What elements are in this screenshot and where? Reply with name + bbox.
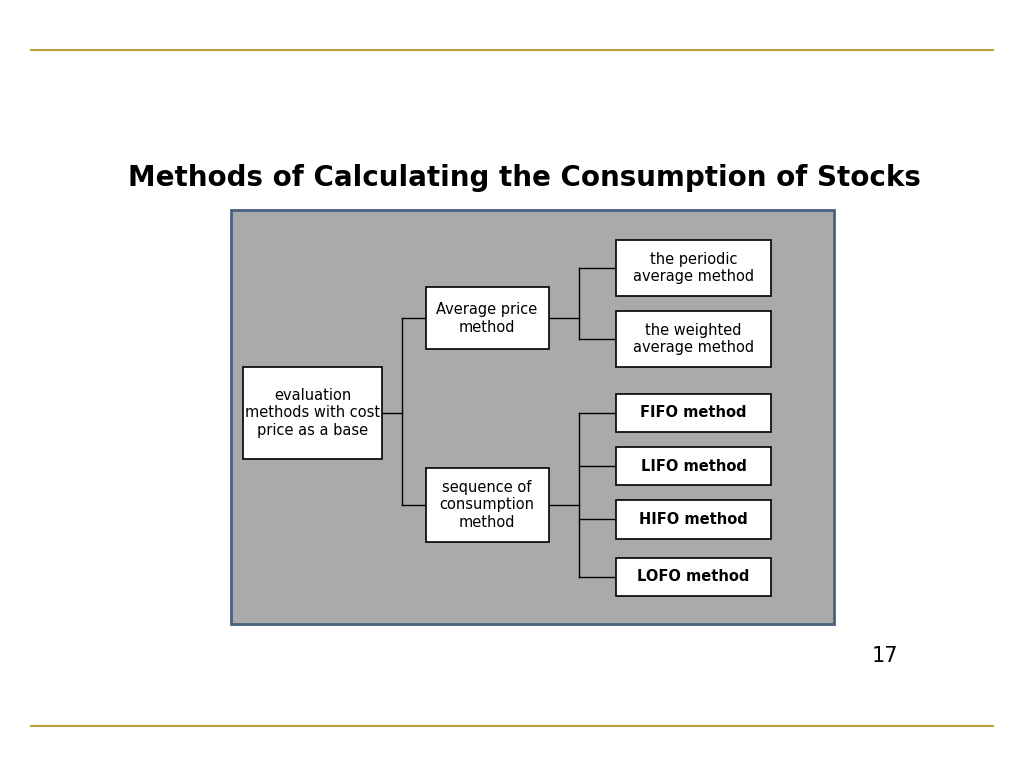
Text: sequence of
consumption
method: sequence of consumption method: [439, 480, 535, 529]
Text: Methods of Calculating the Consumption of Stocks: Methods of Calculating the Consumption o…: [128, 164, 922, 192]
FancyBboxPatch shape: [616, 447, 771, 485]
FancyBboxPatch shape: [426, 287, 549, 349]
FancyBboxPatch shape: [243, 367, 382, 458]
FancyBboxPatch shape: [616, 240, 771, 296]
Text: HIFO method: HIFO method: [639, 512, 748, 527]
FancyBboxPatch shape: [426, 468, 549, 541]
FancyBboxPatch shape: [616, 311, 771, 367]
Text: LOFO method: LOFO method: [637, 569, 750, 584]
FancyBboxPatch shape: [616, 558, 771, 596]
Text: 17: 17: [871, 646, 898, 666]
Text: the weighted
average method: the weighted average method: [633, 323, 754, 356]
FancyBboxPatch shape: [616, 394, 771, 432]
Text: Average price
method: Average price method: [436, 302, 538, 335]
Text: evaluation
methods with cost
price as a base: evaluation methods with cost price as a …: [245, 388, 380, 438]
FancyBboxPatch shape: [616, 500, 771, 538]
Text: FIFO method: FIFO method: [640, 406, 746, 420]
Text: the periodic
average method: the periodic average method: [633, 252, 754, 284]
Text: LIFO method: LIFO method: [640, 458, 746, 474]
FancyBboxPatch shape: [231, 210, 835, 624]
